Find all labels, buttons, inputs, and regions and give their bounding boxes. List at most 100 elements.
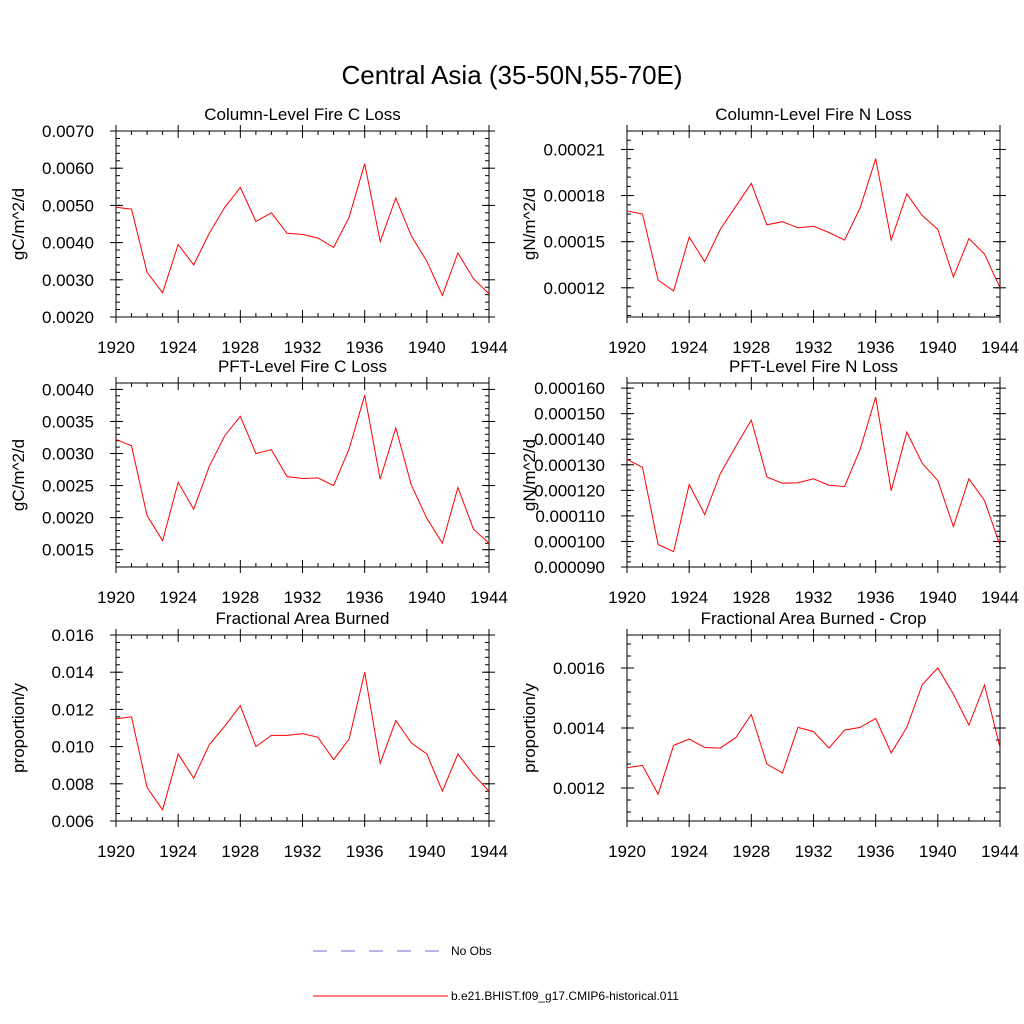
y-tick-label: 0.0070 bbox=[42, 122, 94, 141]
x-tick-label: 1940 bbox=[408, 338, 446, 357]
x-tick-label: 1924 bbox=[670, 842, 708, 861]
y-axis-label: gN/m^2/d bbox=[520, 439, 539, 511]
plot-frame bbox=[626, 634, 1001, 822]
y-tick-label: 0.0015 bbox=[42, 541, 94, 560]
x-tick-label: 1936 bbox=[857, 338, 895, 357]
panel-title: Fractional Area Burned bbox=[216, 609, 390, 628]
y-tick-label: 0.0016 bbox=[553, 659, 605, 678]
series-line bbox=[115, 672, 490, 811]
x-tick-label: 1932 bbox=[284, 338, 322, 357]
panel-title: PFT-Level Fire C Loss bbox=[218, 357, 387, 376]
x-tick-label: 1924 bbox=[159, 588, 197, 607]
y-tick-label: 0.000100 bbox=[534, 532, 605, 551]
x-tick-label: 1936 bbox=[346, 588, 384, 607]
x-tick-label: 1924 bbox=[670, 588, 708, 607]
y-axis-label: proportion/y bbox=[520, 683, 539, 773]
plot-frame bbox=[115, 382, 490, 568]
plot-frame bbox=[626, 130, 1001, 318]
x-tick-label: 1944 bbox=[470, 338, 508, 357]
x-tick-label: 1932 bbox=[795, 338, 833, 357]
x-tick-label: 1920 bbox=[97, 338, 135, 357]
x-tick-label: 1944 bbox=[981, 842, 1019, 861]
panel-title: Column-Level Fire N Loss bbox=[715, 105, 912, 124]
y-tick-label: 0.000150 bbox=[534, 405, 605, 424]
legend: No Obs b.e21.BHIST.f09_g17.CMIP6-histori… bbox=[313, 944, 679, 1003]
series-line bbox=[626, 396, 1001, 553]
panel-1: Column-Level Fire C Loss 1920 1924 1928 1932… bbox=[9, 105, 508, 357]
legend-model-label: b.e21.BHIST.f09_g17.CMIP6-historical.011 bbox=[451, 989, 679, 1003]
x-tick-label: 1924 bbox=[159, 842, 197, 861]
y-tick-label: 0.00018 bbox=[544, 187, 605, 206]
series-line bbox=[115, 163, 490, 297]
panel-3: PFT-Level Fire C Loss 1920 1924 1928 1932 193… bbox=[9, 357, 508, 607]
x-tick-label: 1920 bbox=[608, 338, 646, 357]
series-line bbox=[626, 667, 1001, 796]
series-line bbox=[115, 395, 490, 545]
x-tick-label: 1940 bbox=[919, 588, 957, 607]
y-tick-label: 0.008 bbox=[51, 775, 94, 794]
plot-frame bbox=[115, 130, 490, 318]
x-tick-label: 1924 bbox=[159, 338, 197, 357]
y-tick-label: 0.0050 bbox=[42, 196, 94, 215]
y-tick-label: 0.0035 bbox=[42, 412, 94, 431]
x-tick-label: 1928 bbox=[732, 338, 770, 357]
x-tick-label: 1932 bbox=[284, 842, 322, 861]
y-tick-label: 0.0025 bbox=[42, 477, 94, 496]
y-tick-label: 0.00012 bbox=[544, 279, 605, 298]
y-tick-label: 0.00021 bbox=[544, 140, 605, 159]
panel-2: Column-Level Fire N Loss 1920 1924 1928 1932… bbox=[520, 105, 1019, 357]
x-tick-label: 1936 bbox=[857, 588, 895, 607]
x-tick-label: 1940 bbox=[919, 338, 957, 357]
x-tick-label: 1920 bbox=[608, 588, 646, 607]
y-axis-label: gC/m^2/d bbox=[9, 188, 28, 260]
y-tick-label: 0.0030 bbox=[42, 445, 94, 464]
x-tick-label: 1928 bbox=[221, 842, 259, 861]
x-tick-label: 1940 bbox=[408, 588, 446, 607]
x-tick-label: 1928 bbox=[221, 588, 259, 607]
x-tick-label: 1920 bbox=[97, 588, 135, 607]
y-tick-label: 0.0040 bbox=[42, 380, 94, 399]
x-tick-label: 1920 bbox=[97, 842, 135, 861]
panel-title: Column-Level Fire C Loss bbox=[204, 105, 401, 124]
y-tick-label: 0.0040 bbox=[42, 234, 94, 253]
x-tick-label: 1924 bbox=[670, 338, 708, 357]
x-tick-label: 1936 bbox=[346, 338, 384, 357]
x-tick-label: 1936 bbox=[346, 842, 384, 861]
y-tick-label: 0.000120 bbox=[534, 481, 605, 500]
y-tick-label: 0.000090 bbox=[534, 558, 605, 577]
y-tick-label: 0.0030 bbox=[42, 271, 94, 290]
y-tick-label: 0.000110 bbox=[535, 507, 605, 526]
x-tick-label: 1932 bbox=[284, 588, 322, 607]
x-tick-label: 1940 bbox=[408, 842, 446, 861]
panel-title: PFT-Level Fire N Loss bbox=[729, 357, 898, 376]
x-tick-label: 1944 bbox=[470, 842, 508, 861]
plot-frame bbox=[626, 382, 1001, 568]
y-tick-label: 0.010 bbox=[51, 738, 94, 757]
panel-6: Fractional Area Burned - Crop 1920 1924 192… bbox=[520, 609, 1019, 861]
x-tick-label: 1932 bbox=[795, 842, 833, 861]
y-tick-label: 0.016 bbox=[51, 626, 94, 645]
y-tick-label: 0.0020 bbox=[42, 509, 94, 528]
y-tick-label: 0.000130 bbox=[534, 456, 605, 475]
x-tick-label: 1944 bbox=[470, 588, 508, 607]
y-axis-label: gC/m^2/d bbox=[9, 439, 28, 511]
y-tick-label: 0.0060 bbox=[42, 159, 94, 178]
y-tick-label: 0.006 bbox=[51, 812, 94, 831]
x-tick-label: 1928 bbox=[221, 338, 259, 357]
panel-grid: Column-Level Fire C Loss 1920 1924 1928 1932… bbox=[9, 105, 1019, 861]
x-tick-label: 1936 bbox=[857, 842, 895, 861]
y-tick-label: 0.0012 bbox=[553, 779, 605, 798]
y-axis-label: proportion/y bbox=[9, 683, 28, 773]
x-tick-label: 1944 bbox=[981, 588, 1019, 607]
y-tick-label: 0.00015 bbox=[544, 233, 605, 252]
panel-4: PFT-Level Fire N Loss 1920 1924 1928 1932 193… bbox=[520, 357, 1019, 607]
x-tick-label: 1932 bbox=[795, 588, 833, 607]
panel-5: Fractional Area Burned 1920 1924 1928 1932 19… bbox=[9, 609, 508, 861]
x-tick-label: 1940 bbox=[919, 842, 957, 861]
y-tick-label: 0.000140 bbox=[534, 430, 605, 449]
y-axis-label: gN/m^2/d bbox=[520, 188, 539, 260]
y-tick-label: 0.014 bbox=[51, 663, 94, 682]
x-tick-label: 1920 bbox=[608, 842, 646, 861]
x-tick-label: 1928 bbox=[732, 588, 770, 607]
